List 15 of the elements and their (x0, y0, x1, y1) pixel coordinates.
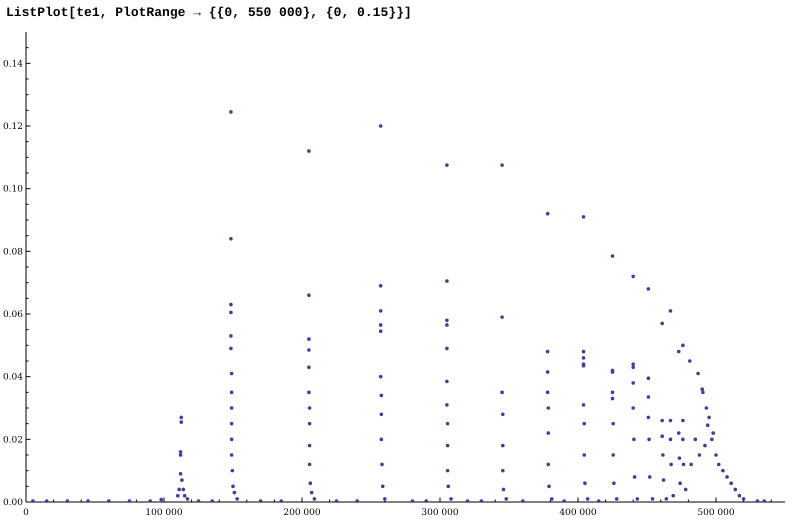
y-tick-label: 0.10 (2, 184, 24, 195)
x-tick-label: 400 000 (559, 508, 597, 518)
y-tick-label: 0.14 (2, 59, 24, 70)
y-tick-label: 0.04 (2, 372, 24, 383)
chart-title: ListPlot[te1, PlotRange → {{0, 550 000}, {0, 0.15}}] (6, 5, 412, 20)
y-tick-label: 0.06 (2, 310, 24, 320)
y-tick-label: 0.08 (2, 247, 24, 258)
x-tick-label: 200 000 (283, 508, 321, 518)
y-tick-label: 0.12 (2, 122, 23, 132)
x-tick-label: 500 000 (697, 508, 735, 518)
x-tick-label: 100 000 (145, 508, 183, 518)
y-tick-label: 0.02 (2, 435, 23, 446)
x-tick-label: 300 000 (421, 508, 459, 518)
y-tick-label: 0.00 (2, 498, 24, 508)
x-tick-label: 0 (23, 508, 30, 518)
